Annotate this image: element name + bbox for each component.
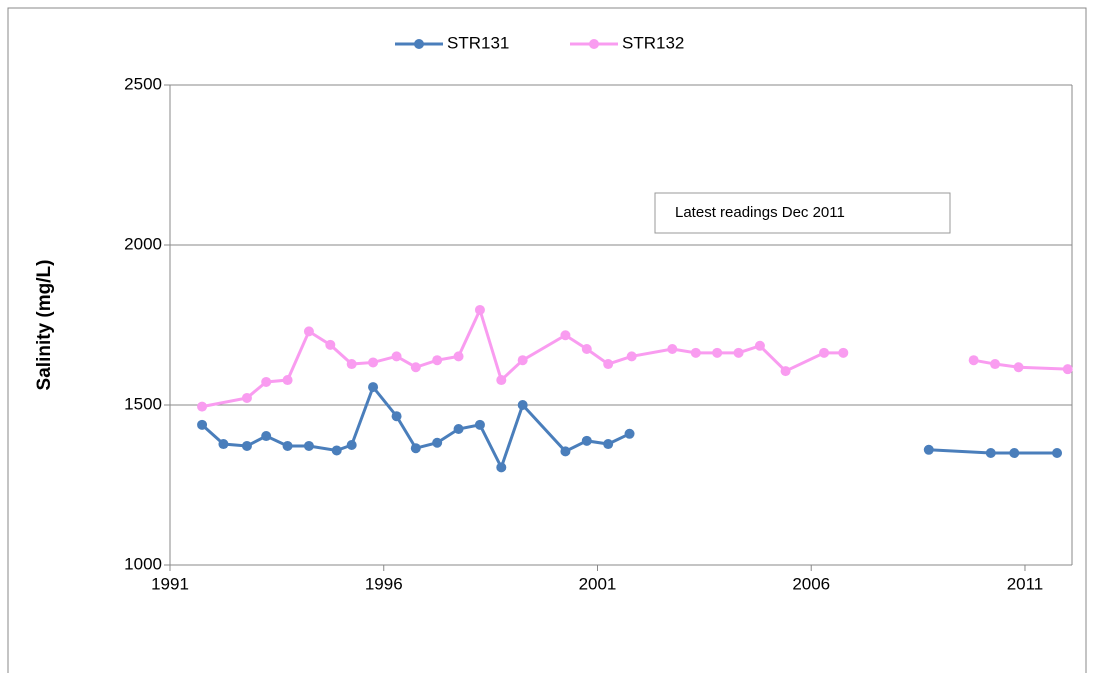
point — [581, 435, 592, 446]
y-tick-label: 1000 — [124, 554, 162, 573]
legend-marker — [414, 39, 424, 49]
point — [754, 340, 765, 351]
y-tick-label: 1500 — [124, 394, 162, 413]
point — [197, 401, 208, 412]
x-tick-label: 1991 — [151, 574, 189, 593]
y-tick-label: 2500 — [124, 74, 162, 93]
y-tick-label: 2000 — [124, 234, 162, 253]
point — [197, 419, 208, 430]
point — [1009, 448, 1020, 458]
point — [346, 359, 357, 370]
point — [331, 445, 342, 456]
legend-label: STR132 — [622, 33, 684, 52]
point — [923, 444, 934, 455]
point — [819, 347, 830, 358]
point — [1062, 364, 1073, 375]
point — [303, 326, 314, 337]
point — [218, 439, 229, 450]
point — [667, 344, 678, 354]
x-tick-label: 2006 — [792, 574, 830, 593]
point — [410, 362, 421, 373]
point — [241, 392, 252, 403]
point — [496, 375, 507, 386]
series-line — [201, 384, 1058, 472]
point — [780, 366, 791, 377]
point — [261, 376, 272, 387]
point — [690, 347, 701, 358]
point — [712, 347, 723, 358]
point — [453, 351, 464, 362]
point — [985, 448, 996, 458]
x-tick-label: 1996 — [365, 574, 403, 593]
point — [560, 330, 571, 341]
point — [303, 440, 314, 451]
annotation: Latest readings Dec 2011 — [675, 204, 845, 221]
point — [603, 359, 614, 370]
point — [517, 400, 528, 410]
point — [282, 440, 293, 451]
point — [391, 351, 402, 362]
x-tick-label: 2001 — [579, 574, 617, 593]
point — [496, 462, 507, 473]
point — [432, 437, 443, 448]
point — [282, 375, 293, 386]
point — [990, 359, 1001, 370]
y-axis-title: Salinity (mg/L) — [34, 260, 55, 391]
legend-label: STR131 — [447, 33, 509, 52]
point — [432, 355, 443, 366]
point — [838, 347, 849, 358]
point — [474, 304, 485, 315]
point — [624, 428, 635, 439]
point — [733, 347, 744, 358]
point — [410, 443, 421, 454]
point — [368, 382, 379, 393]
point — [474, 419, 485, 430]
point — [241, 440, 252, 451]
x-tick-label: 2011 — [1007, 574, 1044, 593]
point — [368, 357, 379, 368]
chart-border — [7, 7, 1087, 673]
point — [560, 446, 571, 457]
annotation-box — [654, 192, 951, 234]
point — [603, 439, 614, 450]
point — [1052, 448, 1063, 458]
point — [626, 351, 637, 362]
point — [517, 355, 528, 366]
point — [1013, 362, 1024, 373]
point — [391, 411, 402, 422]
point — [453, 424, 464, 434]
legend-marker — [589, 39, 599, 49]
point — [346, 440, 357, 450]
point — [261, 431, 272, 442]
point — [968, 355, 979, 366]
point — [581, 344, 592, 354]
point — [325, 339, 336, 350]
